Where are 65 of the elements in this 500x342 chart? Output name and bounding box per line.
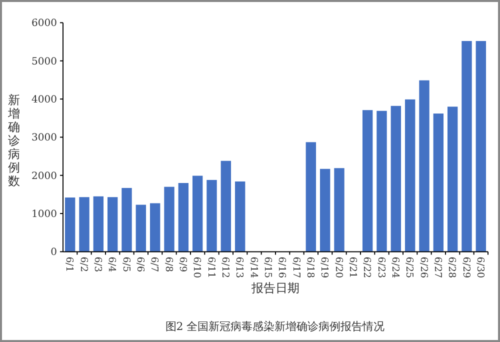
- x-tick-label: 6/12: [219, 256, 230, 278]
- x-tick-label: 6/27: [432, 256, 443, 278]
- x-tick-label: 6/30: [474, 256, 486, 278]
- bar: [476, 41, 486, 252]
- bar: [220, 160, 232, 252]
- bar: [419, 80, 430, 252]
- y-tick-label: 1000: [32, 209, 57, 220]
- x-tick-label: 6/15: [262, 256, 273, 278]
- y-tick-label: 2000: [32, 170, 57, 182]
- bar: [334, 168, 344, 252]
- y-axis-title: 新增确诊病例数: [7, 93, 20, 188]
- bar: [122, 188, 132, 252]
- x-tick-label: 6/13: [234, 256, 245, 278]
- bar: [390, 106, 402, 252]
- bar: [306, 142, 316, 252]
- bar: [178, 183, 189, 252]
- x-tick-label: 6/26: [418, 256, 429, 278]
- x-tick-label: 6/21: [346, 256, 358, 278]
- x-tick-label: 6/18: [304, 256, 316, 278]
- x-tick-label: 6/8: [162, 256, 174, 272]
- bar: [136, 204, 146, 252]
- bar: [376, 110, 387, 252]
- x-tick-label: 6/28: [446, 256, 458, 278]
- x-tick-label: 6/25: [404, 256, 415, 278]
- x-tick-label: 6/2: [78, 256, 89, 272]
- x-tick-label: 6/20: [332, 256, 344, 278]
- x-tick-label: 6/22: [361, 256, 372, 278]
- bar: [433, 114, 444, 252]
- x-tick-label: 6/29: [460, 256, 472, 278]
- x-tick-label: 6/19: [318, 256, 330, 278]
- bar: [164, 186, 174, 252]
- x-tick-label: 6/14: [248, 256, 259, 278]
- bar: [93, 196, 104, 252]
- x-tick-label: 6/1: [64, 256, 75, 272]
- x-tick-label: 6/10: [191, 256, 202, 278]
- x-tick-label: 6/17: [290, 256, 302, 278]
- x-tick-label: 6/7: [148, 256, 160, 272]
- bar: [234, 181, 246, 252]
- bar: [64, 198, 76, 252]
- x-tick-label: 6/5: [120, 256, 132, 272]
- bar: [404, 99, 416, 252]
- bar: [362, 110, 373, 252]
- bar: [447, 106, 458, 252]
- bar: [192, 176, 203, 252]
- x-tick-label: 6/16: [276, 256, 288, 278]
- x-tick-label: 6/24: [389, 256, 400, 278]
- x-tick-label: 6/9: [176, 256, 188, 272]
- bar: [150, 203, 160, 252]
- bar: [79, 197, 90, 252]
- x-tick-label: 6/23: [375, 256, 386, 278]
- y-tick-label: 0: [50, 247, 57, 258]
- bar: [320, 168, 330, 252]
- x-tick-label: 6/3: [92, 256, 103, 272]
- text: 图2 全国新冠病毒感染新增确诊病例报告情况: [165, 320, 385, 333]
- x-tick-label: 6/11: [205, 256, 216, 278]
- y-tick-label: 3000: [32, 132, 57, 144]
- y-tick-label: 5000: [32, 56, 57, 68]
- x-axis-title: 报告日期: [250, 281, 300, 295]
- bar: [206, 180, 217, 252]
- y-tick-label: 6000: [32, 18, 57, 30]
- x-tick-label: 6/4: [106, 256, 118, 272]
- x-tick-label: 6/6: [134, 256, 146, 272]
- bar: [462, 41, 472, 252]
- bar: [107, 197, 118, 252]
- y-tick-label: 4000: [32, 94, 57, 106]
